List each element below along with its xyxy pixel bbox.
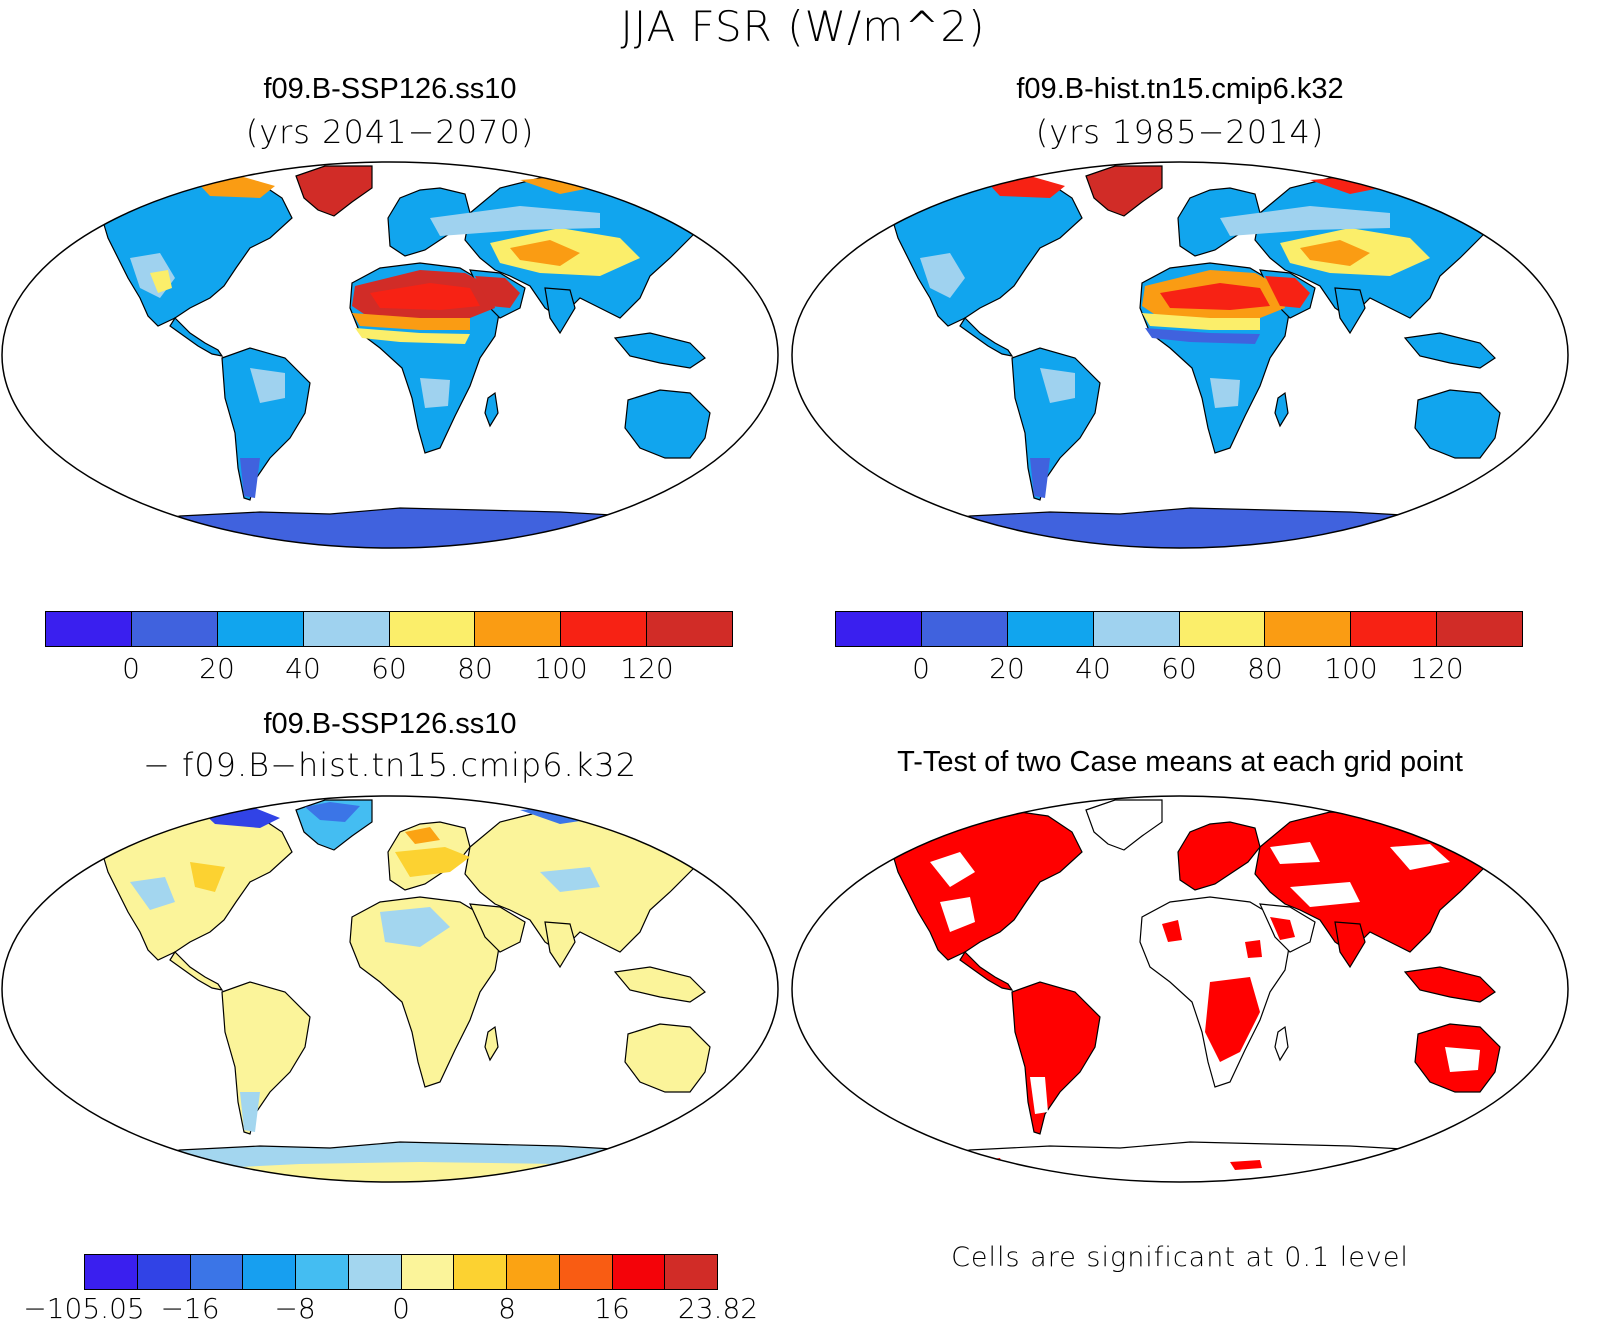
panel3-subtitle: − f09.B−hist.tn15.cmip6.k32	[143, 746, 637, 784]
panel2-tick: 20	[989, 652, 1025, 685]
panel2-tick: 0	[912, 652, 930, 685]
panel3-tick: −105.05	[23, 1292, 145, 1325]
main-title: JJA FSR (W/m^2)	[620, 2, 986, 51]
panel1-tick: 20	[199, 652, 235, 685]
panel1-colorbar	[45, 611, 733, 647]
panel3-colorbar	[84, 1254, 718, 1290]
panel3-tick: −8	[274, 1292, 316, 1325]
panel2-tick: 100	[1324, 652, 1378, 685]
panel1-subtitle: (yrs 2041−2070)	[245, 113, 535, 151]
panel2-map	[791, 161, 1569, 549]
panel2-tick: 120	[1410, 652, 1464, 685]
panel1-map	[1, 161, 779, 549]
panel2-tick: 80	[1247, 652, 1283, 685]
panel1-title: f09.B-SSP126.ss10	[263, 73, 517, 105]
panel1-tick: 80	[457, 652, 493, 685]
panel1-tick: 120	[620, 652, 674, 685]
panel3-map	[1, 795, 779, 1183]
panel3-tick: 0	[392, 1292, 410, 1325]
panel3-title: f09.B-SSP126.ss10	[263, 708, 517, 740]
panel2-subtitle: (yrs 1985−2014)	[1035, 113, 1325, 151]
panel3-tick: −16	[160, 1292, 220, 1325]
panel2-tick: 40	[1075, 652, 1111, 685]
panel4-title: T-Test of two Case means at each grid po…	[897, 746, 1463, 778]
panel3-tick: 8	[498, 1292, 516, 1325]
panel4-note: Cells are significant at 0.1 level	[951, 1242, 1409, 1273]
panel1-tick: 40	[285, 652, 321, 685]
panel1-tick: 100	[534, 652, 588, 685]
panel1-tick: 0	[122, 652, 140, 685]
panel2-title: f09.B-hist.tn15.cmip6.k32	[1016, 73, 1344, 105]
panel3-tick: 23.82	[677, 1292, 759, 1325]
panel3-tick: 16	[594, 1292, 630, 1325]
panel4-map	[791, 795, 1569, 1183]
panel2-colorbar	[835, 611, 1523, 647]
panel1-tick: 60	[371, 652, 407, 685]
panel2-tick: 60	[1161, 652, 1197, 685]
